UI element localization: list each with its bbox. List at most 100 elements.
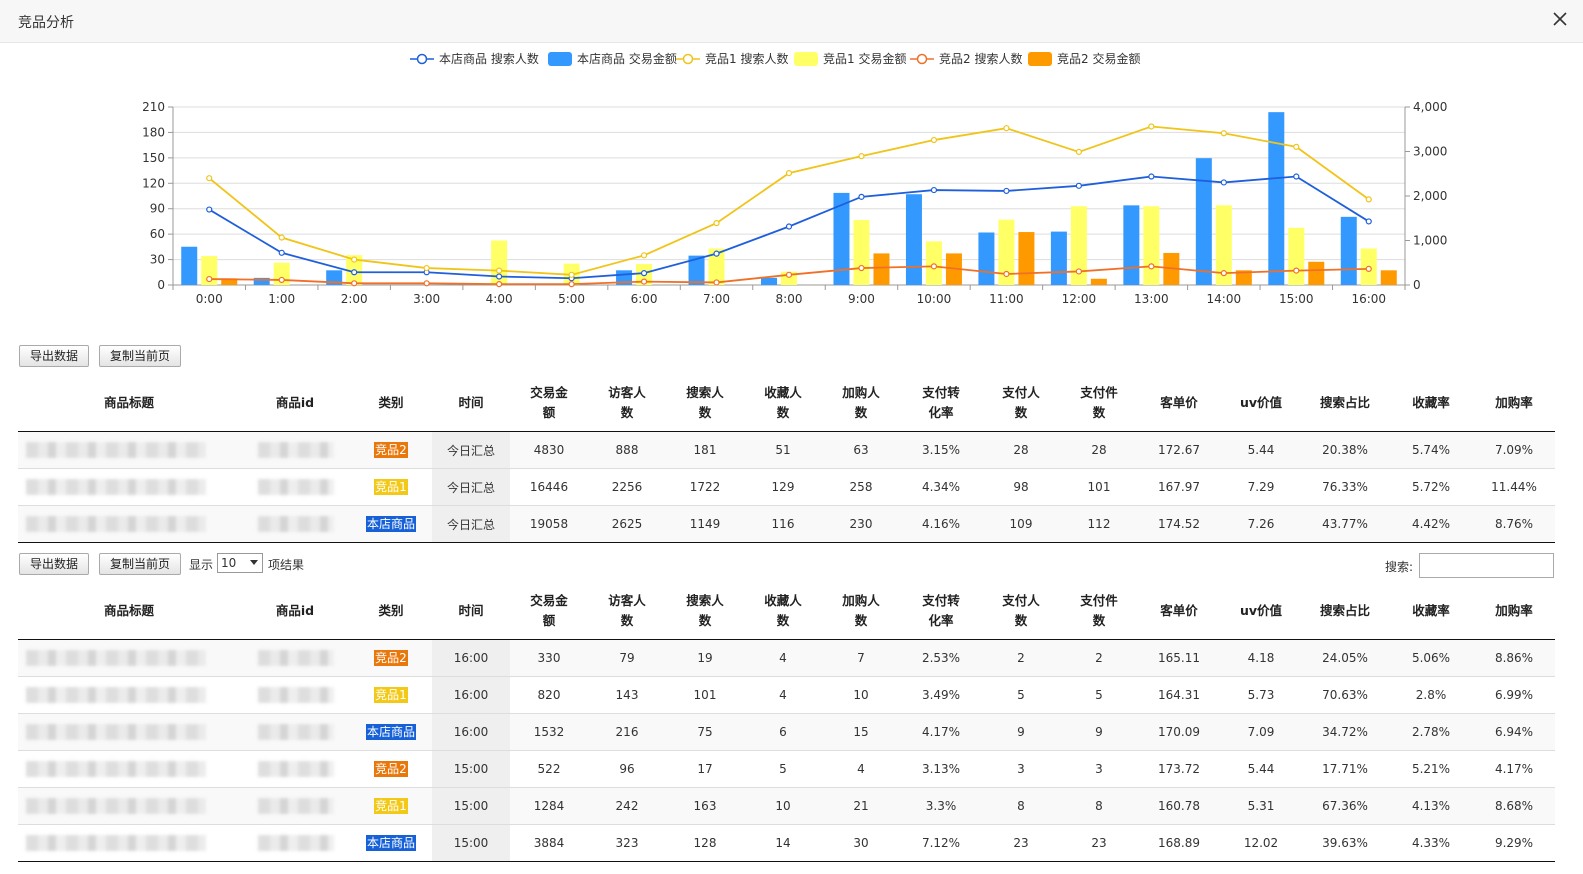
column-header[interactable]: 商品id <box>240 583 350 639</box>
x-tick-label: 14:00 <box>1207 292 1242 306</box>
table-cell: 76.33% <box>1322 480 1368 494</box>
line-point <box>1365 196 1372 203</box>
export-data-button[interactable]: 导出数据 <box>19 345 90 367</box>
legend-item[interactable]: 竞品1 搜索人数 <box>676 51 788 66</box>
table-row[interactable]: 本店商品 15:00 3884 323 128 14 30 7.12% 23 23 168.89 12… <box>18 825 1555 862</box>
column-header[interactable]: 搜索占比 <box>1302 583 1388 639</box>
column-header-label: 搜索占比 <box>1319 603 1370 618</box>
column-header[interactable]: 交易金额 <box>510 583 588 639</box>
table-header: 商品标题 商品id 类别 时间 交易金额 访客人数 搜索人数 收藏人数 加购人数 支付转 化率 支付人… <box>18 375 1555 432</box>
export-data-button-2[interactable]: 导出数据 <box>19 553 90 575</box>
column-header[interactable]: uv价值 <box>1220 583 1302 639</box>
redacted-title <box>26 724 206 740</box>
column-header[interactable]: 类别 <box>350 375 432 431</box>
column-header[interactable]: 访客人数 <box>588 583 666 639</box>
table-row[interactable]: 竞品1 今日汇总 16446 2256 1722 129 258 4.34% 98 101 167.… <box>18 469 1555 506</box>
column-header-label: 商品标题 <box>103 603 154 618</box>
column-header[interactable]: 支付件数 <box>1060 375 1138 431</box>
copy-page-button-2[interactable]: 复制当前页 <box>99 553 182 575</box>
table-row[interactable]: 竞品2 15:00 522 96 17 5 4 3.13% 3 3 173.72 5.44 17.71%… <box>18 751 1555 788</box>
close-icon[interactable] <box>1549 8 1571 30</box>
page-size-select[interactable]: 10 <box>217 553 263 573</box>
table-row[interactable]: 竞品2 今日汇总 4830 888 181 51 63 3.15% 28 28 172.67 5.44… <box>18 432 1555 469</box>
line-point <box>1293 267 1300 274</box>
column-header[interactable]: 收藏率 <box>1388 375 1474 431</box>
table-row[interactable]: 竞品2 16:00 330 79 19 4 7 2.53% 2 2 165.11 4.18 24.05%… <box>18 640 1555 677</box>
search-label: 搜索: <box>1385 560 1414 574</box>
column-header[interactable]: 搜索人数 <box>666 583 744 639</box>
legend-item[interactable]: 竞品2 交易金额 <box>1028 51 1140 66</box>
table-cell: 28 <box>1013 443 1029 457</box>
table-cell: 17.71% <box>1322 762 1368 776</box>
y-left-tick-label: 90 <box>150 202 165 216</box>
column-header[interactable]: 支付转 化率 <box>900 375 982 431</box>
table-cell: 3.15% <box>921 443 961 457</box>
column-header[interactable]: 搜索占比 <box>1302 375 1388 431</box>
column-header[interactable]: 加购率 <box>1474 583 1554 639</box>
column-header[interactable]: 搜索人数 <box>666 375 744 431</box>
column-header[interactable]: 支付人数 <box>982 583 1060 639</box>
column-header[interactable]: 加购人数 <box>822 375 900 431</box>
table-cell: 173.72 <box>1158 762 1200 776</box>
page-size-label: 显示 <box>189 558 214 572</box>
column-header[interactable]: 客单价 <box>1138 375 1220 431</box>
column-header[interactable]: 支付人数 <box>982 375 1060 431</box>
column-header[interactable]: 商品id <box>240 375 350 431</box>
bar <box>925 241 942 285</box>
table-row[interactable]: 本店商品 16:00 1532 216 75 6 15 4.17% 9 9 170.09 7.09 34… <box>18 714 1555 751</box>
column-header[interactable]: 收藏率 <box>1388 583 1474 639</box>
table-cell: 12.02 <box>1243 836 1279 850</box>
table-cell: 竞品2 <box>350 751 432 787</box>
column-header[interactable]: 支付转 化率 <box>900 583 982 639</box>
y-left-tick-label: 60 <box>150 227 165 241</box>
legend-label: 本店商品 搜索人数 <box>439 51 539 66</box>
legend-item[interactable]: 竞品2 搜索人数 <box>910 51 1022 66</box>
x-tick-label: 5:00 <box>558 292 585 306</box>
table-cell: 10 <box>775 799 791 813</box>
column-header[interactable]: 商品标题 <box>18 375 240 431</box>
column-header[interactable]: 商品标题 <box>18 583 240 639</box>
table-cell: 本店商品 <box>350 506 432 542</box>
bar <box>1018 232 1035 285</box>
line-point <box>1075 268 1082 275</box>
table-cell: 63 <box>853 443 869 457</box>
x-tick-label: 4:00 <box>486 292 513 306</box>
table-cell: 15 <box>853 725 869 739</box>
legend-item[interactable]: 本店商品 交易金额 <box>548 51 677 66</box>
legend-label: 本店商品 交易金额 <box>577 51 677 66</box>
table-row[interactable]: 竞品1 16:00 820 143 101 4 10 3.49% 5 5 164.31 5.73 70.… <box>18 677 1555 714</box>
column-header[interactable]: uv价值 <box>1220 375 1302 431</box>
legend-item[interactable]: 本店商品 搜索人数 <box>410 51 539 66</box>
column-header[interactable]: 收藏人数 <box>744 583 822 639</box>
column-header[interactable]: 时间 <box>432 583 510 639</box>
table-cell: 4.17% <box>1494 762 1534 776</box>
table-cell: 8.76% <box>1494 517 1534 531</box>
bar <box>853 220 870 285</box>
table-cell: 4.17% <box>921 725 961 739</box>
column-header[interactable]: 加购率 <box>1474 375 1554 431</box>
column-header[interactable]: 访客人数 <box>588 375 666 431</box>
table-cell: 6 <box>779 725 787 739</box>
table-cell: 4 <box>779 688 787 702</box>
copy-page-button[interactable]: 复制当前页 <box>99 345 182 367</box>
column-header[interactable]: 收藏人数 <box>744 375 822 431</box>
table-cell: 11.44% <box>1491 480 1537 494</box>
column-header[interactable]: 加购人数 <box>822 583 900 639</box>
column-header[interactable]: 类别 <box>350 583 432 639</box>
column-header[interactable]: 时间 <box>432 375 510 431</box>
column-header[interactable]: 支付件数 <box>1060 583 1138 639</box>
legend-item[interactable]: 竞品1 交易金额 <box>794 51 906 66</box>
column-header[interactable]: 交易金额 <box>510 375 588 431</box>
column-header[interactable]: 客单价 <box>1138 583 1220 639</box>
y-left-tick-label: 150 <box>142 151 165 165</box>
table-row[interactable]: 竞品1 15:00 1284 242 163 10 21 3.3% 8 8 160.78 5.31 67… <box>18 788 1555 825</box>
bar <box>1380 270 1397 285</box>
bar <box>998 219 1015 285</box>
table-row[interactable]: 本店商品 今日汇总 19058 2625 1149 116 230 4.16% 109 112 17… <box>18 506 1555 543</box>
search-input[interactable] <box>1419 553 1554 578</box>
x-tick-label: 10:00 <box>917 292 952 306</box>
bar <box>708 248 725 285</box>
table-cell: 6.99% <box>1494 688 1534 702</box>
bar <box>1050 231 1067 285</box>
table-cell: 5.73 <box>1247 688 1275 702</box>
